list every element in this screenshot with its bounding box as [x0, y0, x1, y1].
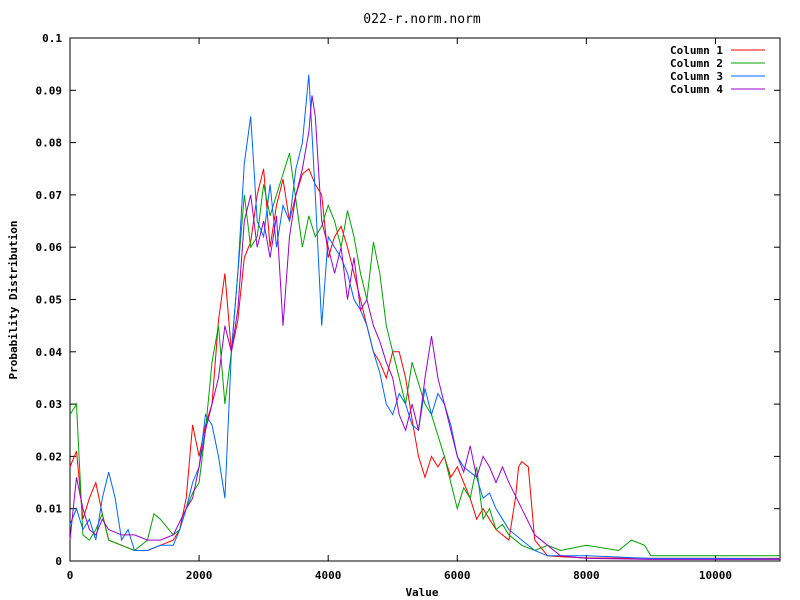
y-tick-label: 0.07 — [36, 189, 63, 202]
series-line-2 — [69, 152, 780, 557]
y-tick-label: 0.09 — [36, 84, 63, 97]
series-line-4 — [69, 95, 780, 560]
legend-label-2: Column 2 — [670, 57, 723, 70]
y-tick-label: 0.02 — [36, 450, 63, 463]
y-tick-label: 0.01 — [36, 503, 63, 516]
legend-label-1: Column 1 — [670, 44, 723, 57]
y-tick-label: 0.05 — [36, 294, 63, 307]
series-line-3 — [69, 74, 781, 560]
legend-label-4: Column 4 — [670, 83, 723, 96]
x-tick-label: 4000 — [315, 569, 342, 582]
x-tick-label: 8000 — [573, 569, 600, 582]
y-axis-label: Probability Distribution — [7, 221, 20, 380]
series-line-1 — [69, 167, 780, 559]
plot-frame — [69, 37, 781, 562]
y-tick-label: 0.1 — [42, 32, 62, 45]
x-tick-label: 6000 — [444, 569, 471, 582]
chart-title: 022-r.norm.norm — [363, 12, 481, 27]
y-tick-label: 0 — [55, 555, 62, 568]
y-tick-label: 0.04 — [36, 346, 63, 359]
x-tick-label: 10000 — [699, 569, 732, 582]
y-tick-label: 0.06 — [36, 241, 63, 254]
y-tick-label: 0.08 — [36, 137, 63, 150]
legend-label-3: Column 3 — [670, 70, 723, 83]
x-tick-label: 0 — [67, 569, 74, 582]
y-tick-label: 0.03 — [36, 398, 63, 411]
x-tick-label: 2000 — [186, 569, 213, 582]
x-axis-label: Value — [405, 586, 438, 599]
plot-area: 0 0.01 0.02 0.03 0.04 0.05 0.06 0.07 0.08 0.09 0.1… — [36, 32, 781, 582]
